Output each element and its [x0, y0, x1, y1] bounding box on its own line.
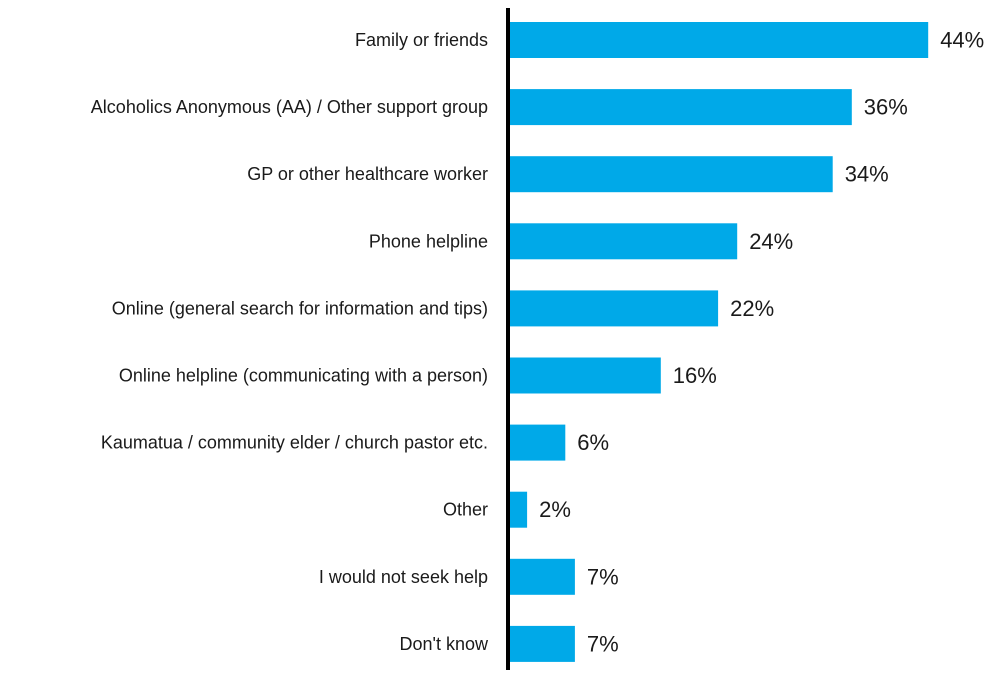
category-label: Family or friends: [355, 30, 488, 50]
bar: [508, 625, 575, 662]
category-label: Online helpline (communicating with a pe…: [119, 366, 488, 386]
bar: [508, 89, 852, 126]
value-label: 6%: [577, 430, 609, 455]
category-label: Other: [443, 500, 488, 520]
bars-layer: [508, 22, 929, 662]
value-labels-layer: 44% 36% 34% 24% 22% 16% 6% 2% 7% 7%: [539, 28, 984, 657]
value-label: 16%: [673, 363, 717, 388]
category-label: Online (general search for information a…: [112, 298, 488, 318]
value-label: 44%: [940, 28, 984, 53]
value-label: 34%: [845, 162, 889, 187]
bar: [508, 558, 575, 595]
category-label: Alcoholics Anonymous (AA) / Other suppor…: [91, 97, 488, 117]
category-label: Phone helpline: [369, 231, 488, 251]
value-label: 7%: [587, 564, 619, 589]
bar: [508, 290, 719, 327]
bar: [508, 491, 528, 528]
value-label: 24%: [749, 229, 793, 254]
value-label: 36%: [864, 95, 908, 120]
category-label: GP or other healthcare worker: [247, 164, 488, 184]
bar: [508, 223, 738, 260]
value-label: 22%: [730, 296, 774, 321]
bar: [508, 357, 661, 394]
bar: [508, 156, 833, 193]
bar: [508, 424, 566, 461]
category-label: I would not seek help: [319, 567, 488, 587]
category-label: Kaumatua / community elder / church past…: [101, 433, 488, 453]
category-label: Don't know: [400, 634, 489, 654]
bar: [508, 22, 929, 58]
category-labels-layer: Family or friends Alcoholics Anonymous (A…: [91, 30, 489, 654]
value-label: 2%: [539, 497, 571, 522]
value-label: 7%: [587, 631, 619, 656]
